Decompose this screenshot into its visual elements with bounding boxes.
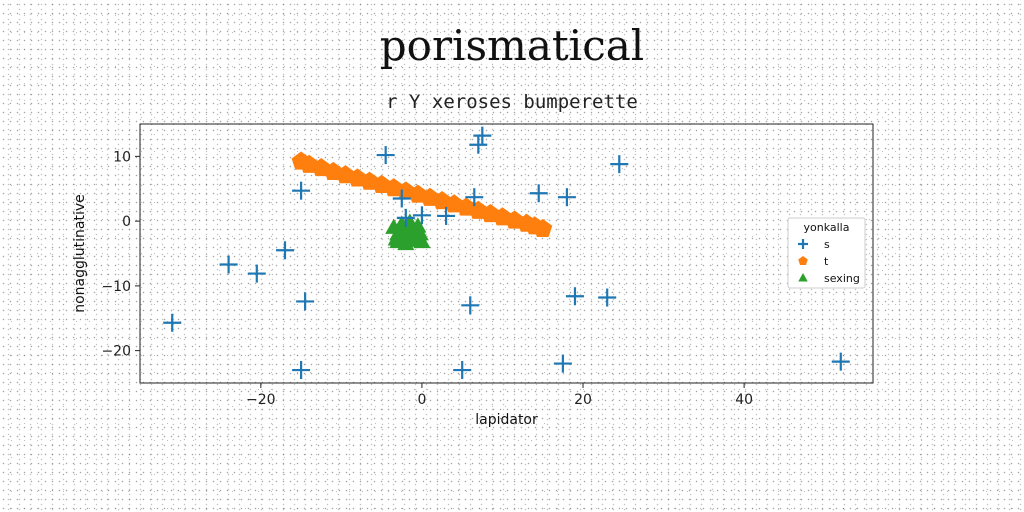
legend-entries: st sexing [798, 238, 860, 285]
x-tick-label: 40 [735, 392, 753, 408]
series-sexing-point [411, 225, 429, 241]
series-t-group [291, 151, 553, 237]
legend: yonkalla st sexing [787, 217, 866, 289]
legend-label-s: s [824, 238, 830, 251]
legend-marker-s [798, 239, 808, 249]
series-s-point [219, 255, 238, 274]
y-tick-label: 10 [113, 149, 131, 165]
series-s-point [163, 313, 182, 332]
x-axis-label: lapidator [475, 412, 538, 428]
series-s-group [163, 126, 850, 380]
series-s-point [465, 188, 484, 207]
series-s-point [557, 188, 576, 207]
series-s-point [453, 361, 472, 380]
legend-label-t: t [824, 255, 829, 268]
series-sexing-point [403, 230, 421, 246]
x-tick-label: −20 [246, 392, 276, 408]
series-s-point [598, 288, 617, 307]
series-s-point [473, 126, 492, 145]
series-s-point [392, 189, 411, 208]
plot-area-frame [139, 123, 874, 384]
x-tick-label: 20 [574, 392, 592, 408]
series-s-point [292, 181, 311, 200]
chart-title: porismatical [379, 21, 645, 70]
series-s-point [461, 296, 480, 315]
legend-marker-t [798, 256, 808, 266]
y-tick-label: −20 [101, 344, 131, 360]
legend-label-sexing: sexing [824, 272, 860, 285]
legend-marker-sexing [798, 273, 808, 282]
series-s-point [292, 361, 311, 380]
y-axis-ticks: 10 0 −10 −20 [101, 149, 140, 360]
series-s-point [412, 206, 431, 225]
y-axis-label: nonagglutinative [72, 194, 88, 313]
series-s-point [376, 146, 395, 165]
series-s-point [437, 206, 456, 225]
series-s-point [565, 287, 584, 306]
x-tick-label: 0 [417, 392, 426, 408]
series-s-point [469, 135, 488, 154]
series-s-point [396, 208, 415, 227]
chart-subtitle: r Y xeroses bumperette [386, 91, 638, 113]
series-sexing-point [387, 230, 405, 246]
x-axis-ticks: −20 0 20 40 [246, 383, 753, 408]
legend-title: yonkalla [804, 221, 850, 234]
legend-box [787, 217, 866, 289]
series-t-point [533, 218, 553, 237]
y-tick-label: −10 [101, 279, 131, 295]
series-s-point [275, 241, 294, 260]
series-s-point [831, 352, 850, 371]
series-s-point [610, 155, 629, 174]
series-s-point [296, 292, 315, 311]
series-s-point [553, 354, 572, 373]
series-sexing-group [385, 213, 431, 251]
series-sexing-point [395, 219, 413, 236]
series-s-point [247, 264, 266, 283]
series-s-point [529, 184, 548, 203]
y-tick-label: 0 [122, 214, 131, 230]
